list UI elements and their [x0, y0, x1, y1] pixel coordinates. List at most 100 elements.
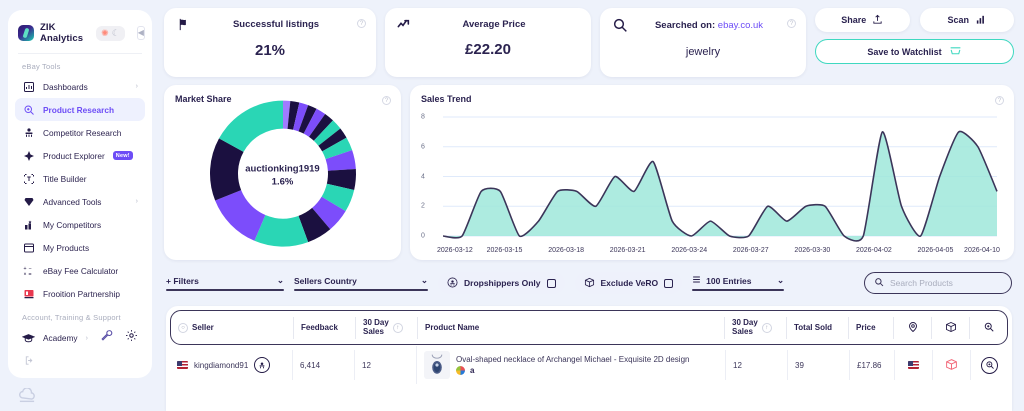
- save-to-watchlist-button[interactable]: Save to Watchlist: [815, 39, 1014, 64]
- product-title[interactable]: Oval-shaped necklace of Archangel Michae…: [456, 354, 690, 364]
- donut-slice[interactable]: [282, 100, 290, 129]
- sidebar-item-label: Competitor Research: [43, 127, 122, 138]
- donut-slice[interactable]: [253, 214, 308, 247]
- column-30-day-sales-right[interactable]: 30 Day Sales ↑: [724, 316, 786, 339]
- sidebar-section-account-training: Account, Training & Support: [22, 313, 121, 322]
- help-icon[interactable]: ?: [787, 19, 796, 28]
- y-axis-tick: 4: [421, 173, 425, 180]
- sidebar-item-dashboards[interactable]: Dashboards ›: [15, 75, 145, 98]
- sidebar-item-my-products[interactable]: My Products: [15, 236, 145, 259]
- cell-research[interactable]: [970, 350, 1008, 380]
- chevron-down-icon: ⌄: [420, 275, 428, 286]
- column-location[interactable]: [893, 316, 931, 339]
- svg-text:=: =: [28, 271, 31, 277]
- svg-text:+: +: [23, 266, 26, 272]
- column-30-day-sales-left[interactable]: 30 Day Sales ↑: [355, 316, 417, 339]
- column-total-sold[interactable]: Total Sold: [786, 316, 848, 339]
- help-icon[interactable]: ?: [382, 96, 391, 105]
- sidebar-item-advanced-tools[interactable]: Advanced Tools ›: [15, 190, 145, 213]
- searched-site-link[interactable]: ebay.co.uk: [717, 19, 764, 31]
- help-icon[interactable]: ?: [357, 19, 366, 28]
- seller-name[interactable]: kingdiamond91: [194, 360, 249, 370]
- searched-on-label: Searched on:: [654, 19, 716, 31]
- donut-slice[interactable]: [214, 189, 265, 241]
- table-row[interactable]: kingdiamond91 6,414 12: [166, 345, 1012, 385]
- sort-icon[interactable]: ○: [178, 322, 188, 333]
- column-product-name[interactable]: Product Name: [417, 316, 724, 339]
- donut-slice[interactable]: [326, 168, 356, 190]
- card-title: Average Price: [462, 18, 526, 30]
- donut-slice[interactable]: [298, 207, 330, 242]
- column-research[interactable]: [969, 316, 1007, 339]
- column-label: Price: [856, 323, 876, 332]
- scan-button[interactable]: Scan: [919, 8, 1014, 32]
- search-products-box[interactable]: Search Products: [864, 272, 1012, 294]
- wrench-icon[interactable]: [100, 329, 113, 347]
- sort-icon[interactable]: ↑: [392, 322, 403, 333]
- chevron-right-icon: ›: [85, 334, 88, 342]
- magnifier-plus-icon: [981, 356, 998, 374]
- column-box[interactable]: [931, 316, 969, 339]
- donut-slice[interactable]: [218, 100, 283, 152]
- scan-label: Scan: [947, 15, 969, 25]
- donut-slice[interactable]: [287, 100, 299, 130]
- sidebar-item-label: Dashboards: [43, 81, 88, 92]
- dropshippers-checkbox[interactable]: [546, 278, 556, 288]
- share-button[interactable]: Share: [815, 8, 910, 32]
- donut-slice[interactable]: [313, 119, 340, 146]
- card-value: 21%: [254, 42, 286, 59]
- donut-slice[interactable]: [325, 149, 356, 171]
- sellers-country-dropdown[interactable]: Sellers Country ⌄: [294, 275, 428, 291]
- sidebar-item-ebay-fee-calculator[interactable]: + − × = eBay Fee Calculator: [15, 259, 145, 282]
- donut-slice[interactable]: [321, 183, 354, 211]
- sales-trend-card: Sales Trend ? 0 2 4 6 8 2026-03-12 2026-03-15 2…: [410, 85, 1014, 260]
- sort-icon[interactable]: ↑: [761, 322, 772, 333]
- help-icon[interactable]: ?: [995, 96, 1004, 105]
- chevron-right-icon: ›: [135, 83, 138, 90]
- column-price[interactable]: Price: [848, 316, 893, 339]
- necklace-thumb: [424, 351, 450, 379]
- entries-dropdown[interactable]: 100 Entries ⌄: [692, 275, 785, 291]
- exclude-vero-filter[interactable]: Exclude VeRO: [574, 272, 683, 294]
- donut-slice[interactable]: [292, 101, 308, 131]
- donut-slice[interactable]: [303, 108, 325, 137]
- filters-row: + Filters ⌄ Sellers Country ⌄: [164, 268, 1014, 298]
- column-seller[interactable]: ○ Seller: [171, 317, 293, 339]
- filters-dropdown[interactable]: + Filters ⌄: [166, 275, 284, 291]
- column-feedback[interactable]: Feedback: [293, 316, 355, 339]
- logout-icon[interactable]: [8, 350, 152, 369]
- collapse-panel-icon[interactable]: ◀: [136, 26, 145, 40]
- table-header-row: ○ Seller Feedback 30 Day Sales ↑ Product…: [170, 310, 1008, 345]
- sidebar-item-product-explorer[interactable]: Product Explorer New!: [15, 144, 145, 167]
- donut-slice[interactable]: [308, 113, 333, 141]
- sidebar-item-competitor-research[interactable]: Competitor Research: [15, 121, 145, 144]
- sidebar-item-academy[interactable]: Academy ›: [15, 326, 145, 350]
- sidebar-item-my-competitors[interactable]: My Competitors: [15, 213, 145, 236]
- trend-line-icon: [397, 17, 419, 31]
- donut-slice[interactable]: [321, 137, 352, 159]
- dropshippers-only-filter[interactable]: Dropshippers Only: [438, 272, 565, 294]
- sidebar-item-product-research[interactable]: Product Research: [15, 98, 145, 121]
- x-axis-tick: 2026-03-12: [437, 247, 473, 254]
- x-axis-tick: 2026-03-21: [609, 247, 646, 254]
- theme-toggle[interactable]: ✺ ☾: [96, 25, 125, 41]
- bars-chart-icon: [975, 14, 986, 27]
- search-products-placeholder: Search Products: [890, 278, 953, 288]
- column-label-line2: Sales: [732, 326, 753, 336]
- chevron-down-icon: ⌄: [777, 275, 785, 286]
- exclude-vero-checkbox[interactable]: [664, 278, 674, 288]
- donut-slice[interactable]: [317, 127, 347, 151]
- donut-slice[interactable]: [311, 196, 346, 229]
- sidebar-item-title-builder[interactable]: Title Builder: [15, 167, 145, 190]
- market-share-card: Market Share ? auctionking1919 1.6%: [164, 85, 401, 260]
- sun-icon[interactable]: ✺: [101, 27, 109, 38]
- card-title: Successful listings: [232, 19, 320, 30]
- dropshippers-label: Dropshippers Only: [464, 278, 541, 288]
- donut-slice[interactable]: [209, 137, 244, 200]
- gear-icon[interactable]: [125, 329, 138, 347]
- donut-slice[interactable]: [298, 104, 317, 134]
- moon-icon[interactable]: ☾: [111, 27, 120, 38]
- sidebar-item-frooition-partnership[interactable]: Frooition Partnership: [15, 282, 145, 305]
- cell-box[interactable]: [932, 350, 970, 380]
- entries-label: 100 Entries: [706, 275, 752, 286]
